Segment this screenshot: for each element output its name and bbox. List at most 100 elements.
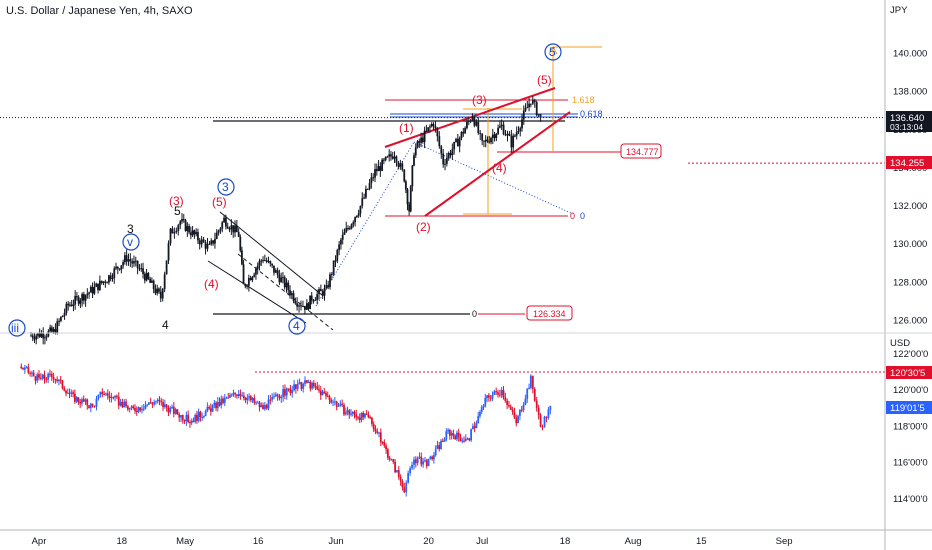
- usdjpy-candle-body: [490, 137, 492, 143]
- dxy-candle-body: [407, 473, 410, 483]
- dxy-candle-body: [401, 481, 404, 488]
- dxy-candle-body: [448, 429, 451, 436]
- dxy-candle-body: [409, 468, 411, 474]
- dxy-candle-body: [385, 445, 387, 450]
- usdjpy-candle-body: [469, 120, 472, 122]
- dxy-candle-body: [330, 399, 333, 403]
- dxy-candle-body: [433, 454, 435, 460]
- usdjpy-candle-body: [74, 295, 77, 305]
- dxy-candle-body: [244, 398, 247, 400]
- usdjpy-candle-body: [197, 232, 199, 241]
- usdjpy-candle-body: [56, 321, 59, 334]
- usdjpy-candle-body: [401, 163, 404, 170]
- dxy-candle-body: [495, 391, 498, 393]
- dxy-candle-body: [429, 456, 432, 459]
- usdjpy-candle-body: [50, 327, 53, 332]
- usdjpy-candle-body: [403, 169, 406, 182]
- dxy-candle-body: [178, 414, 181, 418]
- usdjpy-candle-body: [440, 146, 443, 154]
- dxy-candle-body: [59, 379, 62, 381]
- usdjpy-candle-body: [418, 141, 421, 143]
- dxy-candle-body: [39, 377, 42, 379]
- usdjpy-candle-body: [258, 260, 261, 266]
- usdjpy-candle-body: [341, 234, 344, 240]
- dxy-candle-body: [424, 460, 426, 462]
- dxy-candle-body: [314, 386, 317, 388]
- usdjpy-candle-body: [497, 127, 500, 134]
- usdjpy-candle-body: [368, 183, 371, 190]
- dxy-candle-body: [470, 429, 473, 441]
- usdjpy-candle-body: [414, 147, 417, 156]
- usdjpy-candle-body: [510, 135, 513, 148]
- usdjpy-candle-body: [442, 153, 445, 165]
- dxy-candle-body: [153, 402, 156, 405]
- dxy-candle-body: [54, 379, 57, 381]
- usdjpy-candle-body: [350, 224, 353, 229]
- dxy-candle-body: [539, 414, 542, 427]
- usdjpy-candle-body: [283, 277, 286, 288]
- dxy-candle-body: [276, 394, 279, 396]
- usdjpy-candle-body: [384, 156, 387, 161]
- dxy-candle-body: [135, 410, 138, 412]
- usdjpy-candle-body: [95, 283, 98, 287]
- usdjpy-candle-body: [263, 260, 266, 262]
- usdjpy-candle-body: [251, 276, 254, 281]
- dxy-candle-body: [381, 442, 384, 444]
- dxy-candle-body: [515, 417, 518, 424]
- dxy-candle-body: [500, 390, 503, 396]
- dxy-candle-body: [351, 411, 354, 414]
- wave-v-circle: v: [122, 233, 140, 251]
- usdjpy-candle-body: [120, 265, 123, 270]
- usdjpy-candle-body: [232, 225, 235, 233]
- time-axis-tick: Apr: [32, 536, 47, 547]
- usdjpy-candle-body: [31, 335, 34, 338]
- dxy-candle-body: [267, 399, 270, 409]
- diagonal-lower: [424, 111, 571, 217]
- usdjpy-candle-body: [260, 260, 263, 262]
- dxy-candle-body: [25, 367, 28, 369]
- dxy-candle-body: [237, 394, 240, 396]
- dxy-candle-body: [101, 391, 104, 395]
- usdjpy-candle-body: [528, 103, 530, 108]
- dxy-candle-body: [36, 374, 39, 381]
- usdjpy-candle-body: [47, 330, 50, 337]
- usdjpy-candle-body: [340, 239, 342, 245]
- price-axis[interactable]: [885, 0, 932, 550]
- usdjpy-candle-body: [140, 268, 143, 270]
- dxy-candle-body: [468, 438, 471, 441]
- dxy-candle-body: [139, 407, 142, 411]
- dxy-candle-body: [325, 393, 327, 396]
- dxy-candle-body: [300, 382, 303, 389]
- usdjpy-candle-body: [434, 125, 437, 128]
- dxy-candle-body: [218, 402, 221, 406]
- dxy-candle-body: [309, 381, 312, 389]
- drawings: [0, 45, 885, 373]
- usdjpy-candle-body: [150, 280, 153, 283]
- dxy-candle-body: [445, 431, 448, 440]
- wave-5-red-left: (5): [212, 195, 227, 209]
- usdjpy-candle-body: [504, 134, 507, 136]
- dxy-candle-body: [311, 382, 313, 389]
- dxy-candle-body: [146, 404, 149, 406]
- usdjpy-candle-body: [191, 230, 194, 236]
- dxy-candle-body: [93, 405, 96, 407]
- time-axis[interactable]: Apr 18 May 16 Jun 20 Jul 18 Aug 15 Sep: [32, 536, 793, 547]
- dxy-candle-body: [241, 395, 244, 397]
- dxy-candle-body: [461, 440, 464, 442]
- dxy-candle-body: [319, 390, 322, 396]
- usdjpy-candle-body: [325, 285, 328, 289]
- dxy-candle-body: [183, 420, 186, 422]
- dxy-candle-body: [418, 456, 421, 458]
- dxy-candle-body: [522, 404, 525, 410]
- dxy-candle-body: [23, 367, 26, 370]
- usdjpy-candle-body: [537, 114, 540, 116]
- rally-dotted: [315, 141, 415, 307]
- time-axis-tick: May: [176, 536, 194, 547]
- usdjpy-candle-body: [45, 336, 48, 338]
- dxy-candle-body: [213, 402, 216, 406]
- dxy-candle-body: [291, 390, 294, 394]
- dxy-candle-body: [326, 395, 329, 397]
- dxy-candle-body: [480, 407, 483, 412]
- dxy-candle-body: [450, 433, 453, 436]
